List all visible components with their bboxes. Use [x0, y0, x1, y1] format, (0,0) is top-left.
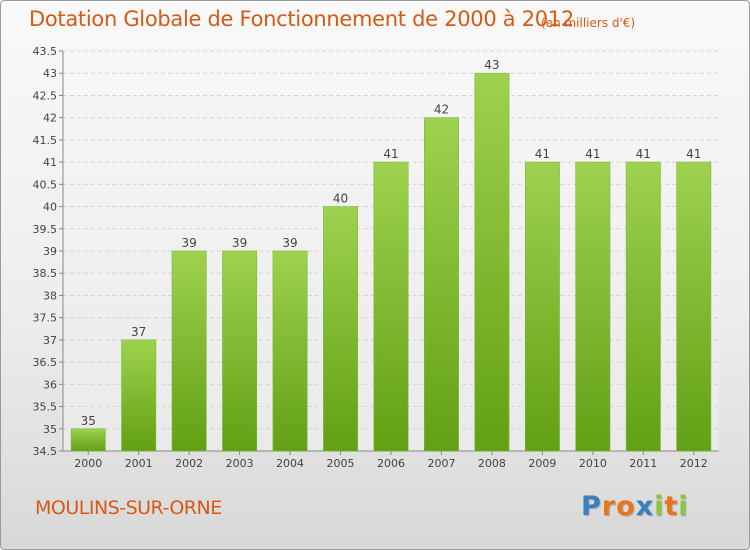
- logo-letter: t: [664, 491, 679, 522]
- logo-letter: r: [601, 491, 617, 522]
- x-tick-label: 2001: [125, 457, 153, 470]
- bar-value-label: 41: [585, 147, 600, 161]
- x-tick-label: 2003: [226, 457, 254, 470]
- y-tick-label: 39: [43, 245, 57, 258]
- y-tick-label: 43: [43, 67, 57, 80]
- y-tick-label: 36: [43, 378, 57, 391]
- logo-letter: i: [678, 491, 689, 522]
- bar-value-label: 41: [636, 147, 651, 161]
- bar-value-label: 41: [535, 147, 550, 161]
- y-tick-label: 41.5: [33, 134, 58, 147]
- y-tick-label: 38: [43, 289, 57, 302]
- x-tick-label: 2009: [528, 457, 556, 470]
- bar-value-label: 41: [383, 147, 398, 161]
- x-tick-label: 2000: [74, 457, 102, 470]
- x-tick-label: 2011: [629, 457, 657, 470]
- bar-value-label: 40: [333, 192, 348, 206]
- y-tick-label: 43.5: [33, 45, 58, 58]
- y-axis-ticks: 34.5 35 35.5 36 36.5 37 37.5 38 38.5 39 39.5 40 40.5…: [33, 45, 719, 458]
- bar-value-label: 43: [484, 58, 499, 72]
- x-tick-label: 2006: [377, 457, 405, 470]
- bar: [171, 250, 207, 452]
- bar: [272, 250, 308, 452]
- bar: [625, 161, 661, 452]
- y-tick-label: 42: [43, 112, 57, 125]
- bar: [575, 161, 611, 452]
- bar-value-labels: 35 37 39 39 39 40 41 42 43 41 41 41 41: [81, 58, 702, 428]
- bar-value-label: 39: [232, 236, 247, 250]
- bar-value-label: 42: [434, 103, 449, 117]
- x-tick-label: 2005: [327, 457, 355, 470]
- bars: [70, 72, 712, 452]
- bar: [121, 339, 157, 452]
- y-tick-label: 39.5: [33, 223, 58, 236]
- x-tick-label: 2010: [579, 457, 607, 470]
- logo-letter: i: [654, 491, 665, 522]
- bar: [676, 161, 712, 452]
- logo-letter: o: [616, 491, 636, 522]
- bar-value-label: 37: [131, 325, 146, 339]
- x-tick-label: 2012: [680, 457, 708, 470]
- bar: [424, 117, 459, 452]
- bar: [323, 206, 358, 452]
- y-tick-label: 36.5: [33, 356, 58, 369]
- y-tick-label: 40: [43, 201, 57, 214]
- bar-value-label: 39: [282, 236, 297, 250]
- y-tick-label: 40.5: [33, 178, 58, 191]
- bar: [524, 161, 560, 452]
- bar: [474, 72, 510, 452]
- chart-title: Dotation Globale de Fonctionnement de 20…: [29, 7, 574, 31]
- y-tick-label: 38.5: [33, 267, 58, 280]
- logo-letter: P: [581, 491, 602, 522]
- proxiti-logo: Proxiti: [581, 491, 689, 522]
- y-tick-label: 35.5: [33, 401, 58, 414]
- y-tick-label: 42.5: [33, 89, 58, 102]
- x-axis-ticks: 2000 2001 2002 2003 2004 2005 2006 2007 2008 2009…: [74, 451, 708, 470]
- y-tick-label: 41: [43, 156, 57, 169]
- y-tick-label: 34.5: [33, 445, 58, 458]
- bar: [70, 428, 106, 452]
- x-tick-label: 2004: [276, 457, 304, 470]
- x-tick-label: 2002: [175, 457, 203, 470]
- y-tick-label: 37: [43, 334, 57, 347]
- y-tick-label: 35: [43, 423, 57, 436]
- bar: [373, 161, 409, 452]
- bar: [222, 250, 258, 452]
- bar-value-label: 41: [686, 147, 701, 161]
- x-tick-label: 2007: [427, 457, 455, 470]
- commune-name: MOULINS-SUR-ORNE: [35, 497, 222, 519]
- bar-value-label: 35: [81, 414, 96, 428]
- bar-value-label: 39: [182, 236, 197, 250]
- chart-subtitle: (en milliers d'€): [541, 16, 636, 30]
- y-tick-label: 37.5: [33, 312, 58, 325]
- logo-letter: x: [635, 491, 655, 522]
- x-tick-label: 2008: [478, 457, 506, 470]
